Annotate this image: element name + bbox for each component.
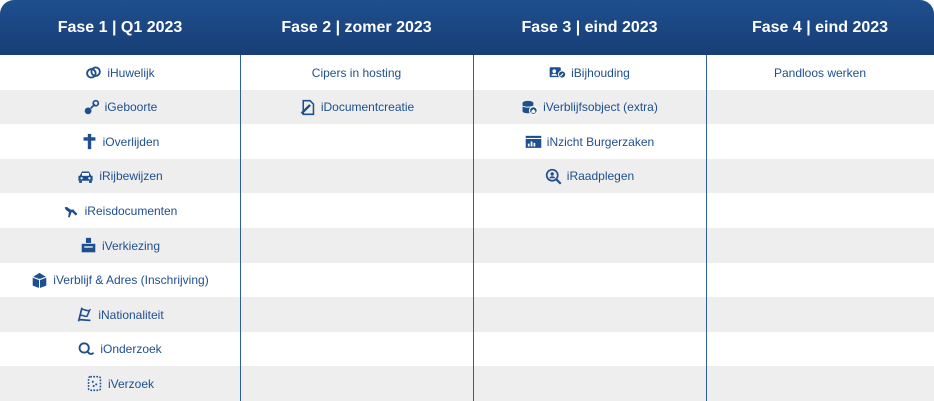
module-label: Pandloos werken (773, 65, 867, 80)
dashboard-chart-icon (525, 133, 542, 150)
module-item: iNationaliteit (0, 297, 240, 332)
module-item: iOnderzoek (0, 332, 240, 367)
request-document-icon (86, 375, 103, 392)
table-row (0, 366, 934, 401)
module-item: iRijbewijzen (0, 159, 240, 194)
car-icon (77, 168, 94, 185)
phase-2-header: Fase 2 | zomer 2023 (281, 18, 432, 36)
house-box-icon (31, 272, 48, 289)
module-item: iDocumentcreatie (240, 90, 473, 125)
module-label: iDocumentcreatie (320, 100, 415, 115)
module-item: iVerblijf & Adres (Inschrijving) (0, 263, 240, 298)
module-label: iBijhouding (571, 65, 630, 80)
column-divider (473, 55, 474, 401)
document-create-icon (299, 99, 316, 116)
module-label: iNzicht Burgerzaken (546, 134, 655, 149)
module-label: iRijbewijzen (99, 169, 163, 184)
module-item: iOverlijden (0, 124, 240, 159)
module-label: iVerblijf & Adres (Inschrijving) (53, 273, 209, 288)
phase-3-header: Fase 3 | eind 2023 (521, 18, 658, 36)
magnifier-icon (78, 341, 95, 358)
table-row (0, 262, 934, 298)
module-item: iHuwelijk (0, 55, 240, 90)
module-label: iGeboorte (104, 100, 158, 115)
phase-1-header: Fase 1 | Q1 2023 (57, 18, 183, 36)
module-label: Cipers in hosting (311, 65, 402, 80)
table-header: Fase 1 | Q1 2023 Fase 2 | zomer 2023 Fas… (0, 0, 934, 55)
cross-icon (81, 133, 98, 150)
module-item: iVerblijfsobject (extra) (473, 90, 706, 125)
module-label: iVerblijfsobject (extra) (543, 100, 658, 115)
airplane-icon (63, 202, 80, 219)
module-item: Cipers in hosting (240, 55, 473, 90)
flag-icon (76, 306, 93, 323)
table-row (0, 228, 934, 263)
table-row (0, 331, 934, 367)
column-divider (240, 55, 241, 401)
module-item: Pandloos werken (706, 55, 934, 90)
module-label: iNationaliteit (98, 307, 164, 322)
ballot-box-icon (80, 237, 97, 254)
module-item: iVerkiezing (0, 228, 240, 263)
module-item: iVerzoek (0, 366, 240, 401)
module-label: iVerkiezing (101, 238, 161, 253)
table-row (0, 124, 934, 160)
module-label: iRaadplegen (566, 169, 635, 184)
baby-rattle-icon (83, 99, 100, 116)
table-row (0, 193, 934, 229)
module-label: iHuwelijk (107, 65, 155, 80)
table-row (0, 158, 934, 194)
rings-icon (85, 64, 102, 81)
module-item: iBijhouding (473, 55, 706, 90)
module-label: iVerzoek (107, 376, 155, 391)
module-item: iNzicht Burgerzaken (473, 124, 706, 159)
table-row (0, 55, 934, 90)
phase-4-header: Fase 4 | eind 2023 (751, 18, 889, 36)
module-item: iRaadplegen (473, 159, 706, 194)
table-row (0, 297, 934, 333)
module-item: iGeboorte (0, 90, 240, 125)
module-label: iOnderzoek (100, 342, 162, 357)
module-label: iOverlijden (102, 134, 160, 149)
module-item: iReisdocumenten (0, 193, 240, 228)
table-body (0, 55, 934, 401)
module-label: iReisdocumenten (84, 203, 178, 218)
search-person-icon (545, 168, 562, 185)
table-row (0, 89, 934, 125)
user-card-edit-icon (549, 64, 567, 81)
database-home-icon (521, 99, 538, 116)
column-divider (706, 55, 707, 401)
